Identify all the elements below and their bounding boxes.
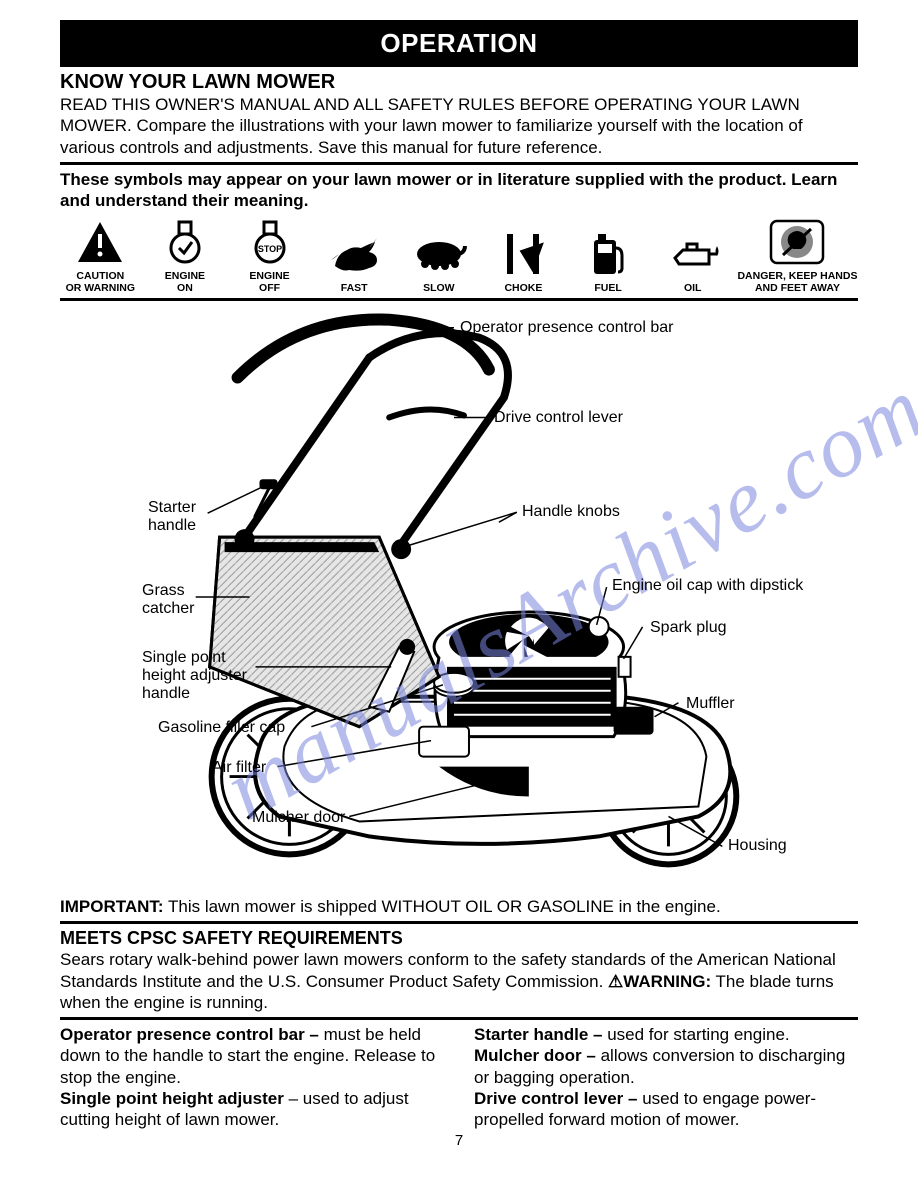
important-label: IMPORTANT: [60, 897, 164, 916]
label-oil-cap: Engine oil cap with dipstick [612, 577, 803, 595]
fuel-icon [588, 229, 628, 279]
slow-icon [411, 229, 467, 279]
symbol-choke: CHOKE [483, 229, 564, 294]
svg-text:STOP: STOP [257, 244, 281, 254]
cpsc-warning-label: ⚠WARNING: [608, 972, 711, 991]
label-operator-bar: Operator presence control bar [460, 319, 673, 337]
important-note: IMPORTANT: This lawn mower is shipped WI… [60, 897, 858, 917]
symbol-label: ENGINE OFF [249, 270, 289, 294]
starter-text: used for starting engine. [603, 1025, 790, 1044]
label-spark: Spark plug [650, 619, 727, 637]
symbol-label: FUEL [594, 282, 621, 294]
intro-heading: KNOW YOUR LAWN MOWER [60, 71, 858, 94]
important-text: This lawn mower is shipped WITHOUT OIL O… [164, 897, 721, 916]
oil-icon [665, 229, 721, 279]
choke-icon [501, 229, 545, 279]
mower-diagram: manualsArchive.com Operator presence con… [60, 307, 858, 897]
cpsc-heading: MEETS CPSC SAFETY REQUIREMENTS [60, 928, 858, 949]
rule-2 [60, 298, 858, 301]
fast-icon [325, 229, 383, 279]
rule-3 [60, 921, 858, 924]
label-grass: Grass catcher [142, 582, 194, 617]
symbol-label: SLOW [423, 282, 455, 294]
symbol-engine-off: STOP ENGINE OFF [229, 217, 310, 294]
page-number: 7 [60, 1132, 858, 1149]
label-handle-knobs: Handle knobs [522, 503, 620, 521]
symbol-label: CAUTION OR WARNING [66, 270, 135, 294]
symbol-label: OIL [684, 282, 702, 294]
rule-1 [60, 162, 858, 165]
controls-columns: Operator presence control bar – must be … [60, 1024, 858, 1130]
symbol-slow: SLOW [399, 229, 480, 294]
page-header: OPERATION [60, 20, 858, 67]
symbol-label: FAST [341, 282, 368, 294]
engine-on-icon [165, 217, 205, 267]
intro-text: READ THIS OWNER'S MANUAL AND ALL SAFETY … [60, 94, 858, 158]
mulcher-label: Mulcher door – [474, 1046, 596, 1065]
caution-icon [76, 217, 124, 267]
controls-left: Operator presence control bar – must be … [60, 1024, 444, 1130]
controls-right: Starter handle – used for starting engin… [474, 1024, 858, 1130]
symbols-row: CAUTION OR WARNING ENGINE ON STOP ENGINE… [60, 217, 858, 294]
drive-label: Drive control lever – [474, 1089, 637, 1108]
symbol-label: CHOKE [504, 282, 542, 294]
label-single-point: Single point height adjuster handle [142, 649, 247, 702]
engine-off-icon: STOP [250, 217, 290, 267]
symbol-label: ENGINE ON [165, 270, 205, 294]
starter-label: Starter handle – [474, 1025, 603, 1044]
label-muffler: Muffler [686, 695, 735, 713]
label-gas-cap: Gasoline filler cap [158, 719, 285, 737]
label-mulcher: Mulcher door [252, 809, 345, 827]
symbol-fast: FAST [314, 229, 395, 294]
symbol-engine-on: ENGINE ON [145, 217, 226, 294]
single-label: Single point height adjuster [60, 1089, 284, 1108]
rule-4 [60, 1017, 858, 1020]
symbols-intro: These symbols may appear on your lawn mo… [60, 169, 858, 212]
symbol-fuel: FUEL [568, 229, 649, 294]
label-drive-lever: Drive control lever [494, 409, 623, 427]
symbol-danger: DANGER, KEEP HANDS AND FEET AWAY [737, 217, 858, 294]
label-starter: Starter handle [148, 499, 196, 534]
op-bar-label: Operator presence control bar – [60, 1025, 319, 1044]
label-housing: Housing [728, 837, 787, 855]
symbol-caution: CAUTION OR WARNING [60, 217, 141, 294]
danger-icon [767, 217, 827, 267]
symbol-label: DANGER, KEEP HANDS AND FEET AWAY [737, 270, 857, 294]
cpsc-text: Sears rotary walk-behind power lawn mowe… [60, 949, 858, 1013]
label-air-filter: Air filter [212, 759, 266, 777]
symbol-oil: OIL [652, 229, 733, 294]
